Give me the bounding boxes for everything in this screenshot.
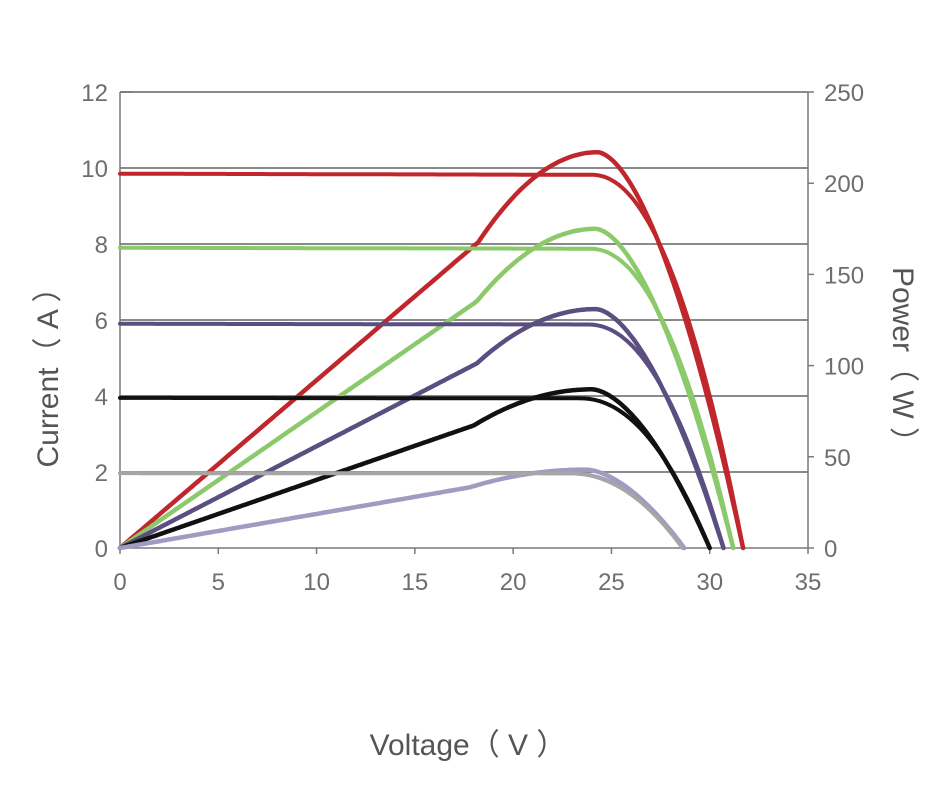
- pv-curve-3: [117, 306, 726, 551]
- y-right-tick-label: 50: [824, 445, 851, 472]
- curve-layer: [117, 149, 746, 551]
- y-left-tick-label: 2: [95, 460, 108, 487]
- iv-curve-6: [118, 471, 684, 550]
- x-tick-label: 35: [795, 569, 822, 596]
- x-tick-label: 5: [212, 569, 225, 596]
- y-left-tick-label: 10: [81, 156, 108, 183]
- y-right-tick-label: 0: [824, 536, 837, 563]
- y-left-tick-label: 8: [95, 232, 108, 259]
- x-tick-label: 0: [113, 569, 126, 596]
- pv-curve-4: [117, 387, 712, 551]
- pv-curve-2: [117, 226, 736, 551]
- grid-layer: [120, 91, 808, 473]
- plot-frame: [119, 91, 814, 554]
- x-tick-label: 20: [500, 569, 527, 596]
- x-axis-title: Voltage（ V ）: [370, 729, 567, 762]
- y-left-tick-label: 6: [95, 308, 108, 335]
- iv-curve-3: [118, 321, 726, 550]
- y-right-tick-label: 150: [824, 262, 864, 289]
- y-axis-left-title: Current（ A ）: [32, 272, 65, 467]
- y-right-tick-label: 250: [824, 80, 864, 107]
- iv-curve-4: [118, 395, 712, 550]
- y-right-tick-label: 200: [824, 171, 864, 198]
- x-tick-label: 10: [303, 569, 330, 596]
- y-right-tick-label: 100: [824, 354, 864, 381]
- iv-curve-2: [118, 245, 736, 550]
- x-tick-label: 30: [696, 569, 723, 596]
- y-axis-right-title: Power（ W ）: [886, 267, 919, 457]
- x-tick-label: 25: [598, 569, 625, 596]
- y-left-tick-label: 12: [81, 80, 108, 107]
- iv-curve-1: [118, 171, 746, 550]
- y-left-tick-label: 0: [95, 536, 108, 563]
- pv-curve-5: [117, 467, 687, 551]
- y-left-tick-label: 4: [95, 384, 108, 411]
- x-tick-label: 15: [402, 569, 429, 596]
- pv-curve-1: [117, 149, 746, 551]
- iv-curve-5: [118, 471, 687, 550]
